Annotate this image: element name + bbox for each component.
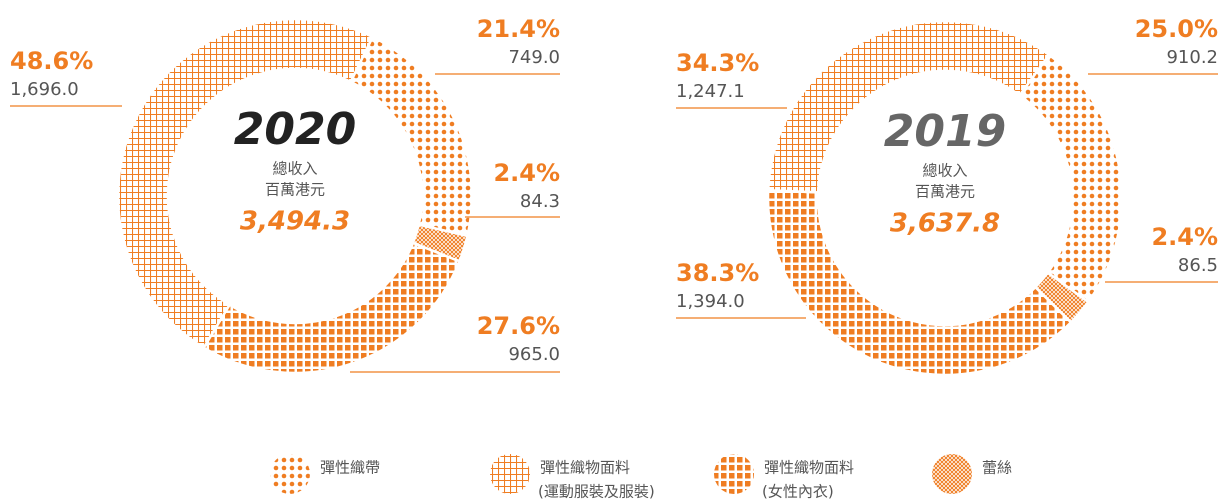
- amount-label: 86.5: [1178, 255, 1218, 276]
- center-unit: 百萬港元: [265, 181, 325, 199]
- donut-segment: [349, 35, 474, 238]
- center-subtitle: 總收入: [272, 160, 317, 178]
- donut-segment: [116, 17, 375, 350]
- amount-label: 965.0: [508, 344, 560, 365]
- percent-label: 27.6%: [477, 312, 560, 340]
- legend-label: 彈性織物面料: [540, 459, 630, 477]
- center-subtitle: 總收入: [922, 162, 967, 180]
- center-title: 2019: [884, 106, 1006, 157]
- legend-label: 彈性織物面料: [764, 459, 854, 477]
- legend-label: 彈性織帶: [320, 459, 380, 477]
- amount-label: 1,247.1: [676, 81, 745, 102]
- percent-label: 48.6%: [10, 47, 93, 75]
- legend-label: 蕾絲: [982, 459, 1012, 477]
- legend-swatch: [932, 454, 972, 494]
- legend-note: (女性內衣): [762, 483, 834, 501]
- center-unit: 百萬港元: [915, 183, 975, 201]
- donut-segment: [1017, 53, 1124, 304]
- percent-label: 25.0%: [1135, 15, 1218, 43]
- center-total: 3,494.3: [240, 207, 350, 237]
- center-title: 2020: [234, 104, 356, 155]
- legend-swatch: [270, 454, 310, 494]
- legend-swatch: [490, 454, 530, 494]
- percent-label: 38.3%: [676, 259, 759, 287]
- amount-label: 84.3: [520, 191, 560, 212]
- donut-segment: [766, 188, 1073, 377]
- percent-label: 2.4%: [1151, 223, 1218, 251]
- percent-label: 34.3%: [676, 49, 759, 77]
- amount-label: 910.2: [1166, 47, 1218, 68]
- amount-label: 1,696.0: [10, 79, 79, 100]
- legend-swatch: [714, 454, 754, 494]
- donut-segment: [202, 241, 462, 375]
- legend-note: (運動服裝及服裝): [538, 483, 655, 501]
- donut-segment: [766, 19, 1051, 194]
- amount-label: 1,394.0: [676, 291, 745, 312]
- center-total: 3,637.8: [890, 209, 1000, 239]
- amount-label: 749.0: [508, 47, 560, 68]
- percent-label: 2.4%: [493, 159, 560, 187]
- percent-label: 21.4%: [477, 15, 560, 43]
